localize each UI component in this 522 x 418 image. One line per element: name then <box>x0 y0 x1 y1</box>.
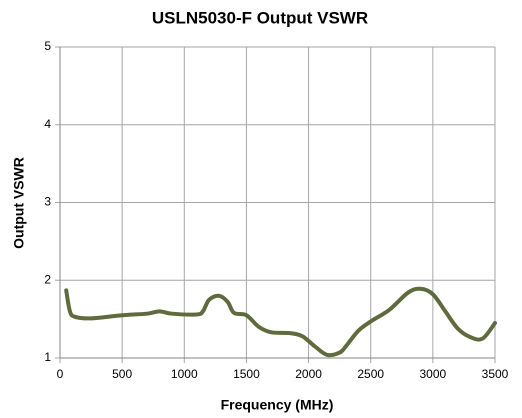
x-tick-label: 3500 <box>482 367 509 381</box>
x-tick-label: 1500 <box>233 367 260 381</box>
chart-title: USLN5030-F Output VSWR <box>152 8 368 27</box>
y-tick-label: 5 <box>44 39 51 53</box>
x-tick-label: 2500 <box>357 367 384 381</box>
y-tick-label: 3 <box>44 195 51 209</box>
x-tick-label: 500 <box>112 367 132 381</box>
x-tick-label: 0 <box>57 367 64 381</box>
x-tick-label: 2000 <box>295 367 322 381</box>
y-tick-label: 1 <box>44 350 51 364</box>
x-axis-label: Frequency (MHz) <box>221 397 334 413</box>
x-tick-label: 3000 <box>420 367 447 381</box>
y-tick-label: 2 <box>44 272 51 286</box>
x-tick-label: 1000 <box>171 367 198 381</box>
data-line <box>64 286 497 358</box>
y-axis-label: Output VSWR <box>11 157 27 249</box>
y-tick-label: 4 <box>44 117 51 131</box>
